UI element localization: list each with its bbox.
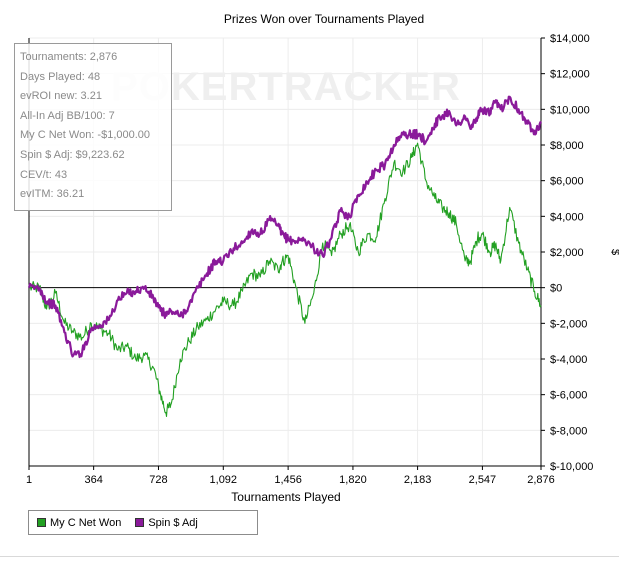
axis-layer: $14,000 $12,000 $10,000 $8,000 $6,000 $4,000 $… [26,33,594,486]
x-tick-label: 2,183 [404,474,432,486]
stat-spin-adj: Spin $ Adj: $9,223.62 [20,148,125,161]
x-tick-label: 1 [26,474,32,486]
y-tick-label: $-4,000 [550,354,587,366]
y-tick-label: $14,000 [550,33,590,45]
legend-item-spin-adj[interactable]: Spin $ Adj [135,517,198,529]
x-tick-label: 364 [84,474,102,486]
chart-title: Prizes Won over Tournaments Played [224,12,424,26]
legend-label-net-won: My C Net Won [50,516,122,529]
x-tick-label: 1,092 [210,474,238,486]
y-tick-label: $4,000 [550,211,584,223]
series-line-spin-adj [27,95,543,359]
series-layer [27,95,543,417]
y-axis-label: $ [609,249,619,255]
y-tick-label: $0 [550,283,562,295]
bottom-rule [0,556,619,557]
x-tick-label: 2,547 [469,474,497,486]
y-tick-label: $8,000 [550,140,584,152]
stat-cev: CEV/t: 43 [20,168,68,181]
x-axis-label: Tournaments Played [231,490,340,504]
x-tick-label: 1,820 [339,474,367,486]
y-tick-label: $2,000 [550,247,584,259]
legend: My C Net Won Spin $ Adj [28,510,258,535]
y-tick-label: $6,000 [550,176,584,188]
y-tick-label: $-10,000 [550,461,593,473]
x-tick-label: 1,456 [274,474,302,486]
legend-swatch-spin-adj [135,518,145,527]
legend-label-spin-adj: Spin $ Adj [148,516,198,529]
stat-evitm: evITM: 36.21 [20,188,85,201]
stat-allin-adj: All-In Adj BB/100: 7 [20,109,115,122]
y-tick-label: $-6,000 [550,390,587,402]
stat-days-played: Days Played: 48 [20,70,101,83]
stat-evroi: evROI new: 3.21 [20,90,102,103]
y-tick-label: $12,000 [550,69,590,81]
y-tick-label: $-8,000 [550,425,587,437]
stats-box: Tournaments: 2,876 Days Played: 48 evROI… [14,43,172,211]
x-tick-label: 2,876 [527,474,555,486]
y-tick-label: $10,000 [550,104,590,116]
x-tick-label: 728 [149,474,167,486]
legend-swatch-net-won [37,518,46,527]
stat-tournaments: Tournaments: 2,876 [20,51,118,63]
legend-item-net-won[interactable]: My C Net Won [37,517,121,529]
y-tick-label: $-2,000 [550,318,587,330]
stat-net-won: My C Net Won: -$1,000.00 [20,129,151,142]
series-line-net-won [28,142,542,417]
